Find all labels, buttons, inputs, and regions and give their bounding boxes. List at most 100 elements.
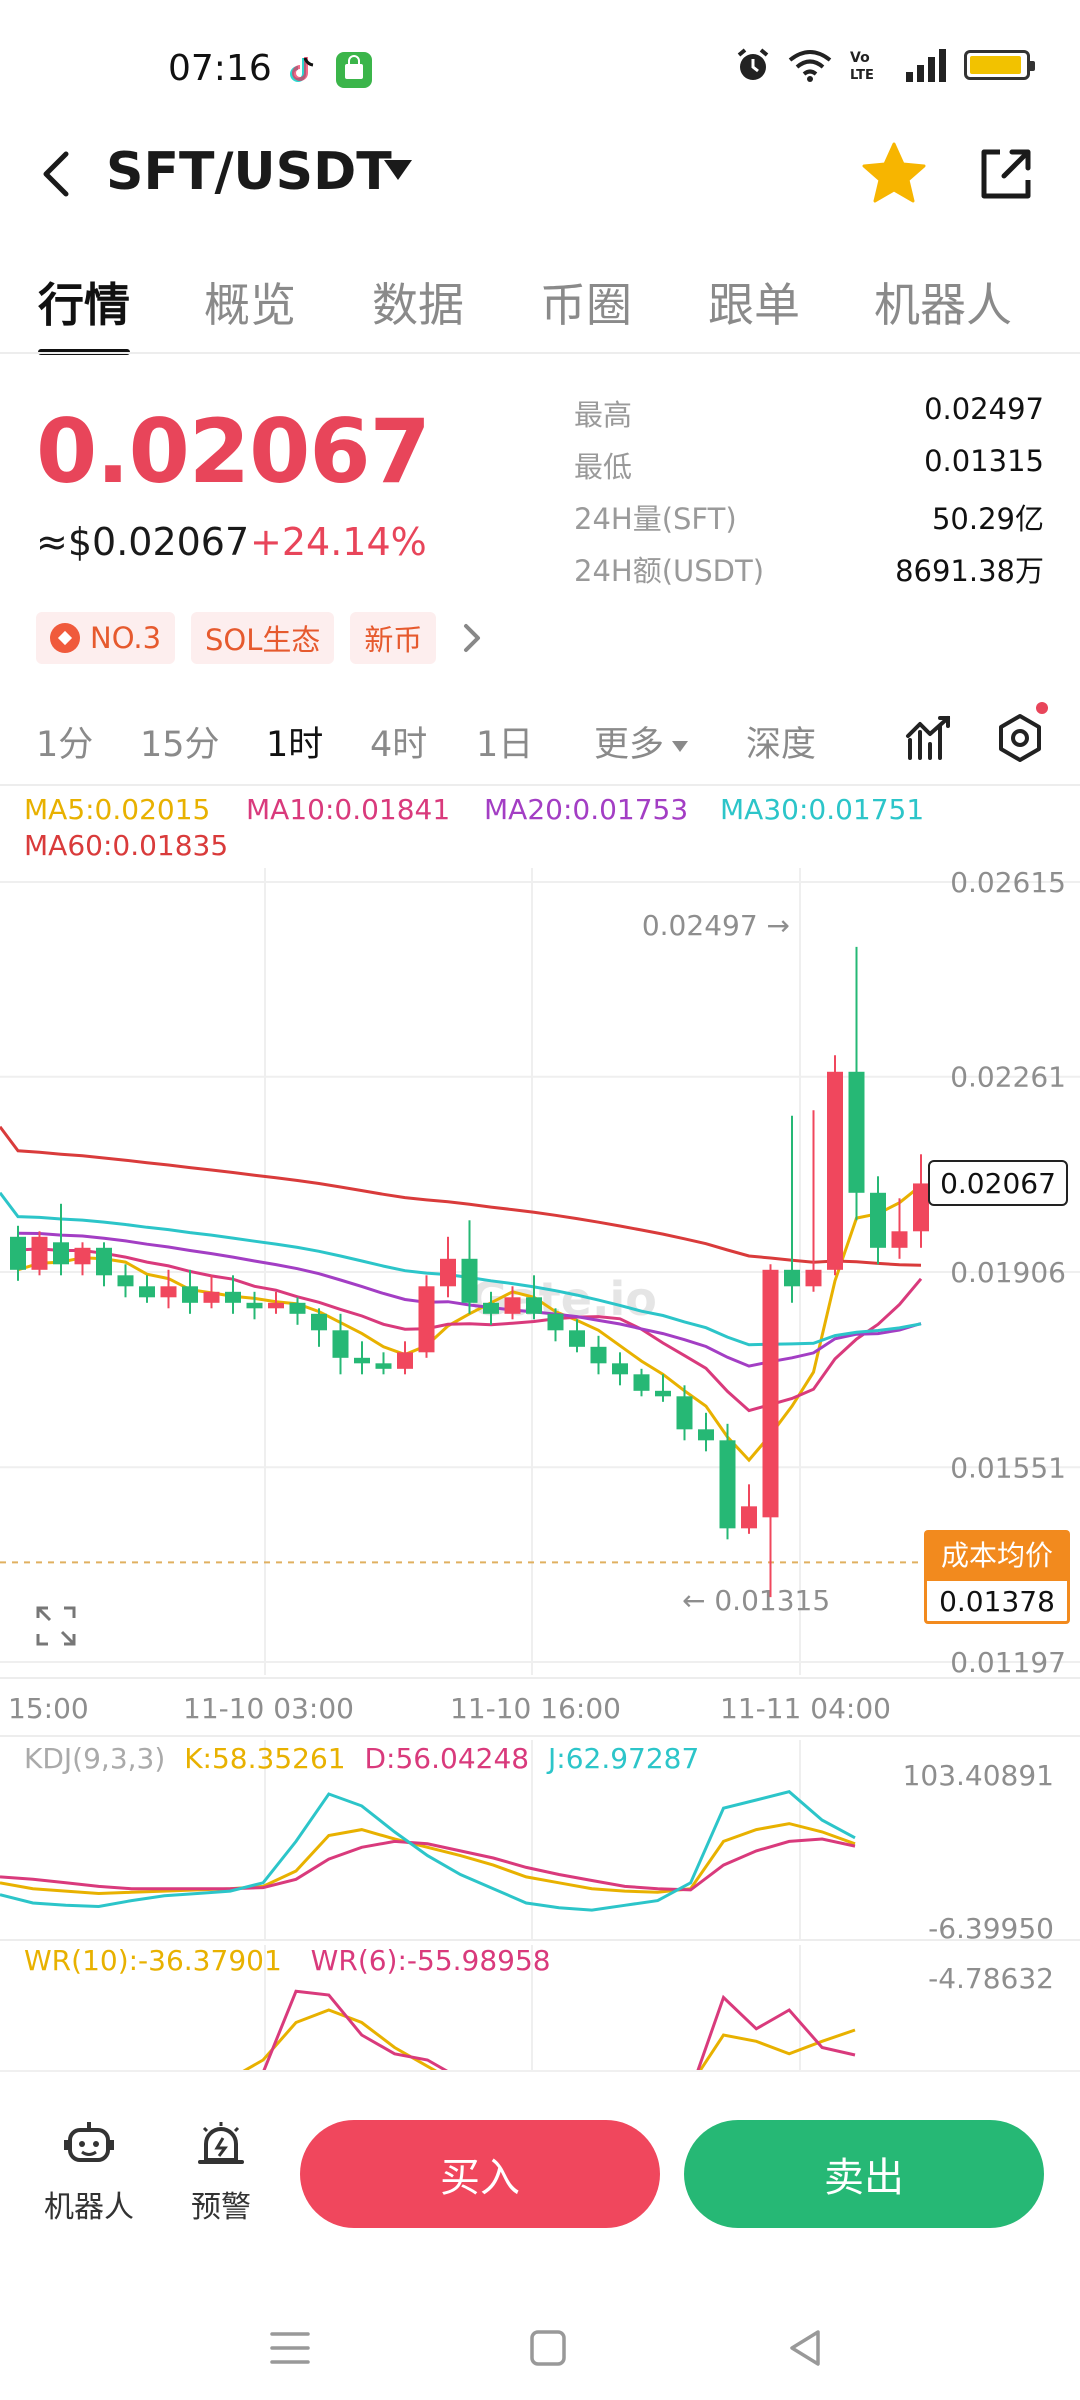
tab-overview[interactable]: 概览	[204, 278, 296, 332]
chart-annotations: 0.02497 → ← 0.01315	[642, 909, 933, 1617]
tag-label: 新币	[364, 623, 423, 657]
wifi-icon	[788, 50, 832, 82]
candle-body	[719, 1440, 736, 1529]
last-price: 0.02067	[36, 400, 431, 503]
home-icon[interactable]	[518, 2318, 578, 2378]
tag-rank[interactable]: NO.3	[36, 612, 176, 664]
candle-body	[117, 1275, 134, 1287]
menu-icon[interactable]	[260, 2318, 320, 2378]
cost-average-value: 0.01378	[924, 1578, 1070, 1624]
candle-body	[483, 1302, 499, 1314]
indicator-icon[interactable]	[902, 710, 958, 766]
candle-body	[96, 1247, 112, 1276]
candle-body	[762, 1269, 779, 1518]
cost-average-label: 成本均价	[924, 1530, 1070, 1578]
ma30-label: MA30:0.01751	[720, 793, 925, 826]
settings-icon[interactable]	[992, 710, 1048, 766]
buy-button[interactable]: 买入	[300, 2120, 660, 2228]
tiktok-icon	[290, 57, 314, 82]
time-tick-label: 11-10 16:00	[450, 1692, 621, 1725]
price-change: +24.14%	[250, 520, 427, 564]
high-annotation: 0.02497 →	[642, 909, 790, 942]
kdj-panel: 103.40891 -6.39950	[0, 1759, 1054, 1945]
robot-button[interactable]: 机器人	[34, 2116, 144, 2226]
candle-body	[182, 1286, 198, 1303]
tab-copy-trading[interactable]: 跟单	[708, 278, 800, 332]
tag-ecosystem[interactable]: SOL生态	[191, 612, 335, 664]
wr10-label: WR(10):-36.37901	[24, 1944, 282, 1977]
interval-1h[interactable]: 1时	[266, 725, 324, 765]
chevron-right-icon[interactable]	[452, 612, 492, 664]
price-tick-label: 0.01197	[950, 1646, 1066, 1679]
candle-body	[74, 1247, 91, 1265]
kdj-legend: KDJ(9,3,3) K:58.35261 D:56.04248 J:62.97…	[24, 1742, 699, 1775]
divider	[0, 784, 1080, 786]
status-bar: 07:16 Vo LTE	[0, 0, 1080, 140]
cost-average-box[interactable]: 成本均价 0.01378	[924, 1530, 1070, 1624]
alert-icon	[198, 2122, 244, 2164]
interval-15m[interactable]: 15分	[140, 725, 220, 765]
tab-robot[interactable]: 机器人	[874, 278, 1012, 332]
candle-body	[655, 1390, 671, 1397]
robot-label: 机器人	[44, 2190, 134, 2225]
depth-tab[interactable]: 深度	[746, 725, 817, 765]
stat-value: 50.29亿	[931, 502, 1044, 536]
candle-body	[870, 1192, 886, 1248]
candle-body	[268, 1302, 284, 1309]
header: SFT/USDT	[0, 130, 1080, 220]
stat-value: 8691.38万	[895, 554, 1044, 588]
interval-4h[interactable]: 4时	[370, 725, 428, 765]
price-tick-label: 0.01906	[950, 1256, 1066, 1289]
bottom-action-bar: 机器人 预警 买入 卖出	[0, 2070, 1080, 2290]
candle-body	[225, 1291, 241, 1303]
interval-more[interactable]: 更多	[594, 716, 689, 767]
price-chart[interactable]: Gate.io 0.026150.022610.019060.015510.01…	[0, 0, 1080, 2070]
svg-text:Vo: Vo	[850, 50, 870, 66]
wr6-label: WR(6):-55.98958	[310, 1944, 551, 1977]
tag-label: SOL生态	[205, 623, 321, 657]
notification-dot	[1036, 702, 1048, 714]
status-time: 07:16	[168, 48, 272, 89]
tab-data[interactable]: 数据	[372, 278, 464, 332]
candle-body	[547, 1313, 564, 1331]
wr-line	[262, 1989, 856, 2070]
back-button[interactable]	[28, 144, 88, 204]
favorite-star-icon[interactable]	[858, 138, 930, 210]
divider	[0, 352, 1080, 354]
interval-1m[interactable]: 1分	[36, 725, 94, 765]
chart-grid	[0, 868, 1080, 2070]
tab-market[interactable]: 行情	[38, 278, 130, 332]
wr-panel: -4.78632	[242, 1962, 1054, 2070]
candle-body	[526, 1297, 542, 1314]
usd-price: ≈$0.02067	[36, 520, 250, 564]
last-price-marker: 0.02067	[928, 1160, 1068, 1207]
pair-dropdown-icon[interactable]	[384, 160, 412, 180]
signal-icon	[906, 49, 946, 82]
candle-body	[805, 1269, 822, 1287]
tab-community[interactable]: 币圈	[540, 278, 632, 332]
fullscreen-icon[interactable]	[34, 1604, 78, 1648]
kdj-k-label: K:58.35261	[184, 1742, 346, 1775]
battery-icon	[964, 50, 1035, 80]
tag-new[interactable]: 新币	[350, 612, 437, 664]
time-tick-label: 11-11 04:00	[720, 1692, 891, 1725]
wr-line	[242, 2008, 856, 2070]
wr-tick-label: -4.78632	[928, 1962, 1054, 1995]
main-tabs: 行情 概览 数据 币圈 跟单 机器人	[0, 255, 1080, 355]
candle-body	[891, 1231, 908, 1248]
back-nav-icon[interactable]	[776, 2318, 836, 2378]
pair-title[interactable]: SFT/USDT	[106, 142, 392, 202]
stat-label: 24H额(USDT)	[574, 554, 765, 588]
candle-body	[698, 1429, 714, 1441]
candle-body	[848, 1071, 865, 1193]
share-icon[interactable]	[970, 138, 1042, 210]
price-tick-label: 0.01551	[950, 1451, 1066, 1484]
sell-button[interactable]: 卖出	[684, 2120, 1044, 2228]
candle-body	[676, 1396, 693, 1430]
time-tick-label: 11-10 03:00	[183, 1692, 354, 1725]
candle-body	[504, 1297, 521, 1314]
interval-more-label: 更多	[594, 725, 665, 765]
candles	[10, 946, 929, 1598]
interval-1d[interactable]: 1日	[476, 725, 534, 765]
alert-button[interactable]: 预警	[166, 2116, 276, 2226]
